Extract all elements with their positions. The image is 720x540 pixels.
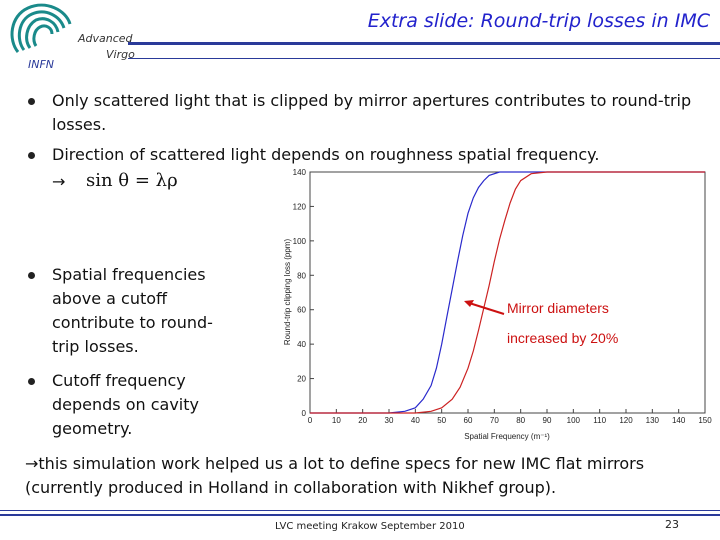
annotation-line1: Mirror diameters [507, 300, 609, 316]
series-line-2 [310, 171, 705, 414]
formula: sin θ = λρ [86, 170, 178, 191]
bullet-text-4: Cutoff frequency depends on cavity geome… [52, 371, 199, 438]
bullet-dot [28, 378, 35, 385]
x-tick-label: 70 [490, 416, 499, 425]
y-tick-label: 40 [297, 340, 306, 349]
y-axis-label: Round-trip clipping loss (ppm) [283, 239, 292, 346]
bullet-text-3: Spatial frequencies above a cutoff contr… [52, 265, 213, 356]
x-tick-label: 20 [358, 416, 367, 425]
bullet-dot [28, 272, 35, 279]
header-rule-bottom [128, 58, 720, 59]
logo-line1: Advanced [78, 32, 133, 45]
bullet-dot [28, 152, 35, 159]
x-tick-label: 110 [593, 416, 606, 425]
y-tick-label: 0 [302, 409, 307, 418]
footer-meeting: LVC meeting Krakow September 2010 [275, 521, 465, 532]
x-tick-label: 0 [308, 416, 313, 425]
x-tick-label: 80 [516, 416, 525, 425]
x-axis-label: Spatial Frequency (m⁻¹) [464, 432, 550, 441]
x-tick-label: 120 [619, 416, 633, 425]
logo: Advanced Virgo [6, 2, 136, 72]
loss-chart: Round-trip clipping loss (ppm) Spatial F… [283, 168, 712, 441]
y-tick-label: 140 [293, 168, 307, 177]
x-tick-label: 40 [411, 416, 420, 425]
page-title: Extra slide: Round-trip losses in IMC [367, 10, 710, 32]
footer-rule-2 [0, 514, 720, 516]
y-tick-label: 60 [297, 306, 306, 315]
annotation-arrow [464, 300, 505, 315]
header-rule-top [128, 42, 720, 45]
y-tick-label: 100 [293, 237, 307, 246]
bullet-text-2: Direction of scattered light depends on … [52, 145, 600, 164]
series-line-1 [310, 171, 705, 414]
bullet-text-1: Only scattered light that is clipped by … [52, 91, 692, 134]
y-tick-label: 20 [297, 375, 306, 384]
x-tick-label: 100 [567, 416, 581, 425]
arrow-symbol: → [52, 172, 66, 191]
footer-rule [0, 510, 720, 511]
x-tick-label: 50 [437, 416, 446, 425]
x-tick-label: 10 [332, 416, 341, 425]
x-tick-label: 90 [543, 416, 552, 425]
y-tick-label: 120 [293, 202, 307, 211]
x-tick-label: 140 [672, 416, 686, 425]
x-tick-label: 130 [646, 416, 660, 425]
x-tick-label: 150 [698, 416, 712, 425]
page-number: 23 [665, 518, 679, 531]
virgo-logo-icon [10, 3, 72, 53]
annotation-line2: increased by 20% [507, 330, 619, 346]
lab-label: INFN [28, 58, 55, 71]
y-tick-label: 80 [297, 271, 306, 280]
x-tick-label: 60 [464, 416, 473, 425]
x-tick-label: 30 [385, 416, 394, 425]
bullet-dot [28, 98, 35, 105]
conclusion-text: →this simulation work helped us a lot to… [25, 454, 645, 497]
logo-line2: Virgo [106, 48, 135, 61]
